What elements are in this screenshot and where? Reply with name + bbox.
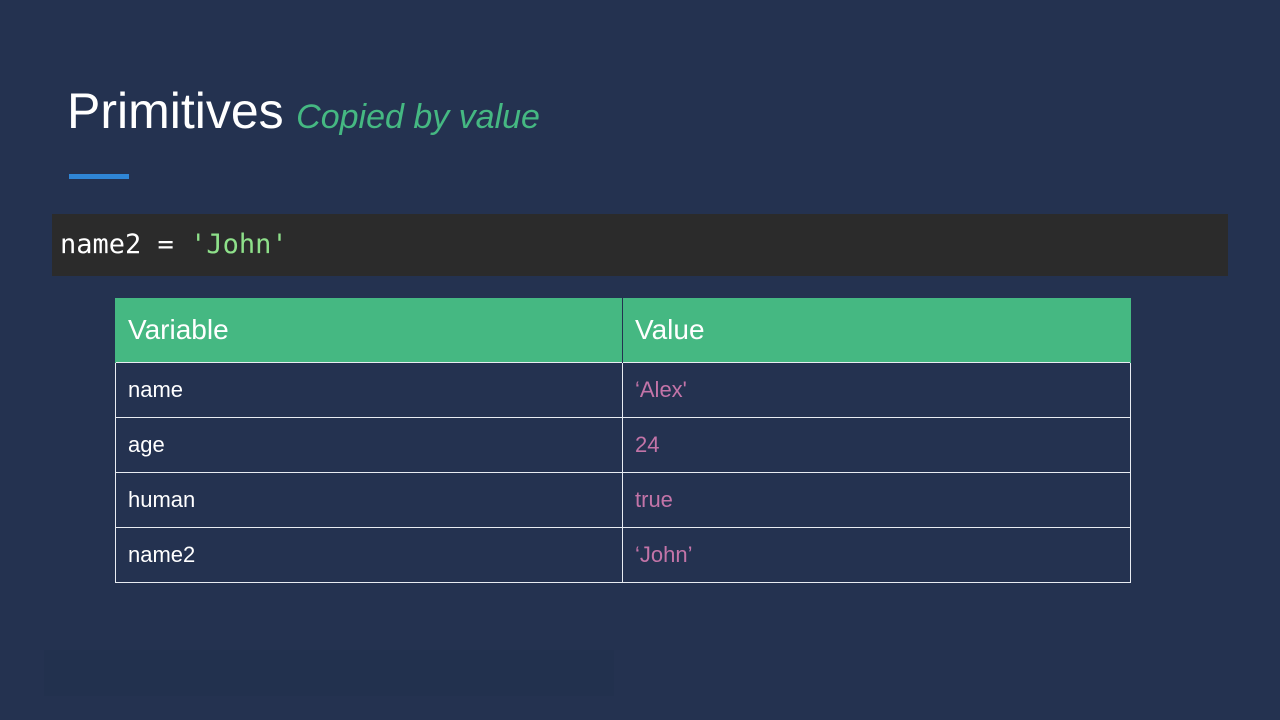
value-cell: 24 [622, 416, 1131, 473]
value-cell: ‘Alex' [622, 361, 1131, 418]
code-identifier: name2 [60, 229, 142, 260]
page-title: Primitives [67, 83, 284, 139]
table-row: name2 ‘John’ [115, 526, 1131, 583]
code-block: name2 = 'John' [52, 214, 1228, 276]
table-header-row: Variable Value [115, 298, 1131, 362]
code-operator: = [157, 229, 174, 260]
code-string-literal: 'John' [190, 229, 288, 260]
title-row: Primitives Copied by value [67, 82, 540, 140]
faded-overlay-bar [44, 650, 614, 696]
title-underline [69, 174, 129, 179]
value-cell: ‘John’ [622, 526, 1131, 583]
variable-cell: name2 [115, 526, 623, 583]
table-row: human true [115, 471, 1131, 528]
variable-cell: human [115, 471, 623, 528]
variable-cell: name [115, 361, 623, 418]
column-header-variable: Variable [115, 298, 623, 362]
page-subtitle: Copied by value [296, 98, 540, 136]
table-row: age 24 [115, 416, 1131, 473]
column-header-value: Value [622, 298, 1131, 362]
value-cell: true [622, 471, 1131, 528]
variable-cell: age [115, 416, 623, 473]
table-row: name ‘Alex' [115, 361, 1131, 418]
variables-table: Variable Value name ‘Alex' age 24 human … [115, 298, 1131, 583]
